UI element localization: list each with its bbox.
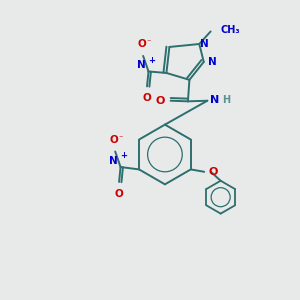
Text: O: O: [110, 135, 118, 145]
Text: CH₃: CH₃: [220, 25, 240, 35]
Text: O: O: [115, 188, 123, 199]
Text: N: N: [110, 156, 118, 166]
Text: O: O: [142, 93, 152, 103]
Text: N: N: [208, 57, 217, 67]
Text: N: N: [137, 60, 146, 70]
Text: ⁻: ⁻: [118, 133, 123, 142]
Text: +: +: [148, 56, 155, 65]
Text: +: +: [120, 152, 127, 160]
Text: N: N: [200, 39, 208, 49]
Text: O: O: [156, 96, 165, 106]
Text: O: O: [208, 167, 218, 177]
Text: H: H: [222, 95, 230, 105]
Text: N: N: [210, 95, 220, 105]
Text: O: O: [138, 39, 146, 50]
Text: ⁻: ⁻: [146, 38, 151, 46]
